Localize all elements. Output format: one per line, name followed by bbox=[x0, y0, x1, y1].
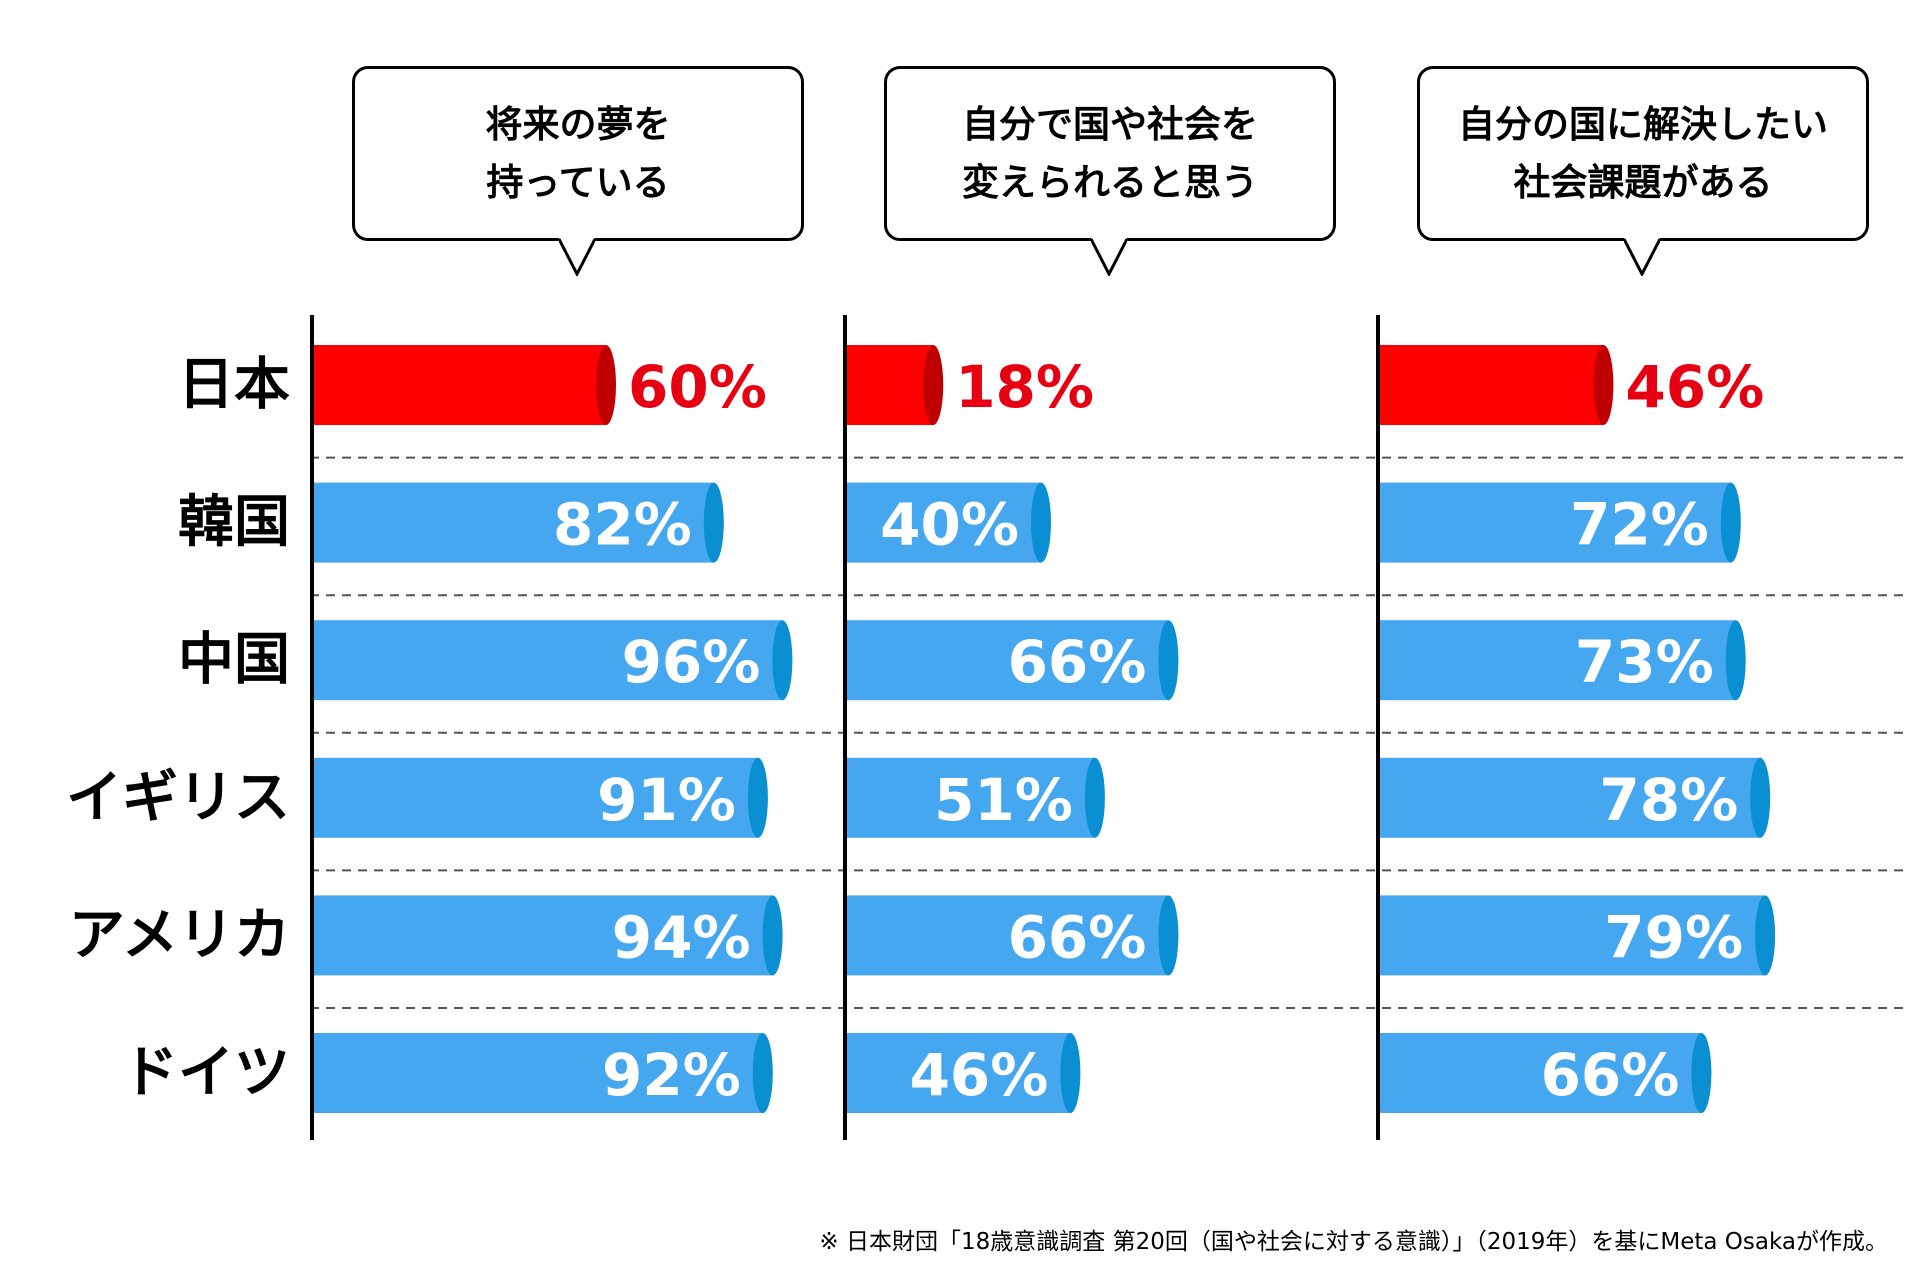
bar-value-label: 73% bbox=[1575, 628, 1714, 696]
bar-value-label: 40% bbox=[880, 491, 1019, 559]
category-label: ドイツ bbox=[122, 1041, 290, 1106]
bar-end-cap bbox=[1158, 895, 1179, 976]
bar-value-label: 66% bbox=[1008, 903, 1147, 971]
bar-value-label: 79% bbox=[1604, 903, 1743, 971]
series-label-line: 変えられると思う bbox=[962, 160, 1258, 204]
bar bbox=[845, 757, 1095, 838]
bar bbox=[1378, 757, 1761, 838]
bar-end-cap bbox=[1084, 757, 1105, 838]
bar-value-label: 18% bbox=[955, 353, 1094, 421]
bar-end-cap bbox=[772, 620, 793, 701]
bar bbox=[1378, 482, 1731, 563]
bar-end-cap bbox=[762, 895, 783, 976]
bar-value-label: 82% bbox=[553, 491, 692, 559]
bar bbox=[845, 620, 1169, 701]
category-label: 日本 bbox=[178, 353, 290, 418]
bar-end-cap bbox=[596, 345, 616, 425]
series-label-line: 社会課題がある bbox=[1513, 160, 1773, 204]
category-label: アメリカ bbox=[69, 903, 290, 968]
bar bbox=[312, 757, 758, 838]
bar-end-cap bbox=[923, 345, 944, 425]
bar-end-cap bbox=[1720, 482, 1741, 563]
bar-value-label: 66% bbox=[1541, 1041, 1680, 1109]
series-label-bubble-social-issue: 自分の国に解決したい 社会課題がある bbox=[1417, 66, 1869, 241]
bar-value-label: 46% bbox=[1625, 353, 1764, 421]
bar-value-label: 91% bbox=[597, 766, 736, 834]
category-label: イギリス bbox=[66, 765, 290, 830]
bar-end-cap bbox=[1060, 1033, 1081, 1113]
bar-end-cap bbox=[703, 482, 724, 563]
bar-end-cap bbox=[752, 1033, 773, 1113]
bar bbox=[1378, 1033, 1702, 1113]
bar-end-cap bbox=[1755, 895, 1776, 976]
bar bbox=[312, 895, 773, 976]
bar bbox=[1378, 895, 1766, 976]
bubble-tail-icon bbox=[1624, 238, 1660, 276]
bar-end-cap bbox=[1691, 1033, 1712, 1113]
bar-value-label: 60% bbox=[628, 353, 767, 421]
series-label-line: 自分で国や社会を bbox=[962, 102, 1258, 146]
bar bbox=[845, 345, 934, 425]
bar-end-cap bbox=[1750, 757, 1771, 838]
bubble-tail-icon bbox=[1091, 238, 1127, 276]
bar bbox=[312, 482, 714, 563]
bar-end-cap bbox=[1031, 482, 1051, 563]
source-footnote: ※ 日本財団「18歳意識調査 第20回（国や社会に対する意識）」（2019年）を… bbox=[819, 1229, 1888, 1255]
bar-value-label: 92% bbox=[602, 1041, 741, 1109]
series-label-line: 自分の国に解決したい bbox=[1458, 102, 1828, 146]
bubble-tail-icon bbox=[559, 238, 595, 276]
category-label: 中国 bbox=[178, 628, 290, 693]
bar-value-label: 96% bbox=[622, 628, 761, 696]
bar bbox=[845, 895, 1169, 976]
bar bbox=[312, 345, 606, 425]
bar-value-label: 66% bbox=[1008, 628, 1147, 696]
bar bbox=[312, 1033, 763, 1113]
bar-end-cap bbox=[747, 757, 768, 838]
bar-value-label: 94% bbox=[612, 903, 751, 971]
series-label-line: 持っている bbox=[486, 160, 670, 204]
bar-value-label: 78% bbox=[1599, 766, 1738, 834]
bar bbox=[1378, 620, 1736, 701]
bar-value-label: 72% bbox=[1570, 491, 1709, 559]
category-label: 韓国 bbox=[178, 490, 290, 555]
bar bbox=[312, 620, 783, 701]
bar-end-cap bbox=[1158, 620, 1179, 701]
series-label-line: 将来の夢を bbox=[485, 102, 671, 146]
series-label-bubble-change-society: 自分で国や社会を 変えられると思う bbox=[884, 66, 1336, 241]
series-label-bubble-dream: 将来の夢を 持っている bbox=[352, 66, 804, 241]
bar bbox=[1378, 345, 1604, 425]
bar-value-label: 51% bbox=[934, 766, 1073, 834]
bar-end-cap bbox=[1593, 345, 1614, 425]
bar bbox=[845, 482, 1041, 563]
bar-value-label: 46% bbox=[910, 1041, 1049, 1109]
bar-end-cap bbox=[1725, 620, 1746, 701]
bar bbox=[845, 1033, 1071, 1113]
